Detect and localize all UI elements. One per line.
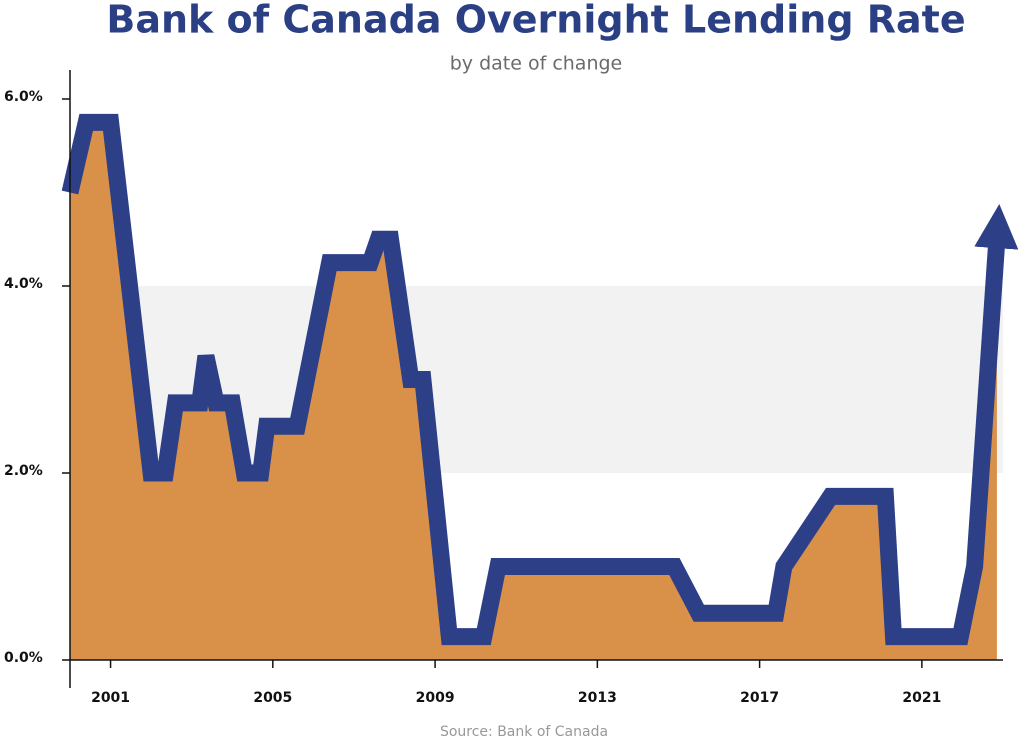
x-tick-label: 2021: [902, 690, 941, 706]
y-tick-label: 2.0%: [4, 463, 43, 479]
x-tick-label: 2009: [416, 690, 455, 706]
source-note: Source: Bank of Canada: [440, 724, 608, 740]
line: [61, 113, 1019, 646]
y-tick-label: 6.0%: [4, 89, 43, 105]
y-tick-label: 0.0%: [4, 650, 43, 666]
x-tick-label: 2001: [91, 690, 130, 706]
chart-subtitle: by date of change: [450, 53, 623, 75]
chart-title: Bank of Canada Overnight Lending Rate: [106, 0, 965, 42]
x-tick-label: 2005: [253, 690, 292, 706]
y-tick-label: 4.0%: [4, 276, 43, 292]
x-tick-label: 2017: [740, 690, 779, 706]
x-tick-label: 2013: [578, 690, 617, 706]
area: [70, 122, 997, 660]
